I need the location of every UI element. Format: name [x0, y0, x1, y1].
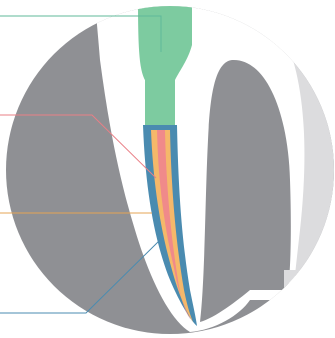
leader-line-root: [0, 239, 161, 314]
base-block: [284, 270, 334, 300]
background-light: [210, 6, 334, 334]
leader-line-pulp: [0, 114, 157, 179]
root-pink: [157, 130, 191, 320]
inner-pocket: [200, 59, 291, 322]
crown-green: [138, 6, 192, 125]
leader-line-crown: [0, 15, 162, 52]
